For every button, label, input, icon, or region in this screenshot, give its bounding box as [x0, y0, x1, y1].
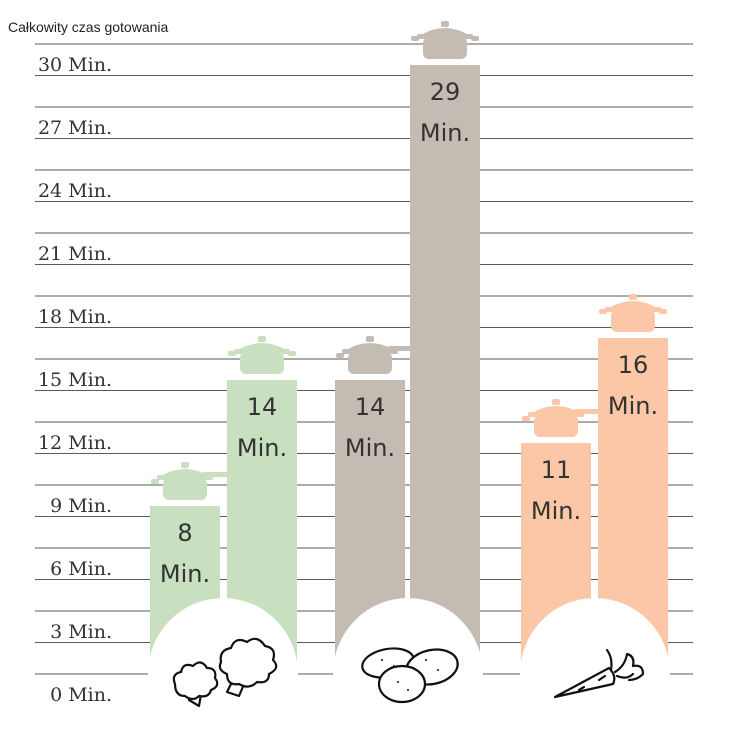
grid-lines [35, 43, 693, 675]
bar-value-label: 14 [247, 393, 278, 421]
y-tick-label: 18 Min. [38, 306, 112, 328]
bar-value-label: 29 [430, 78, 461, 106]
cooking-pot-icon [411, 21, 479, 59]
y-tick-label: 27 Min. [38, 117, 112, 139]
bar-unit-label: Min. [531, 497, 581, 525]
bar-unit-label: Min. [237, 434, 287, 462]
bar [410, 65, 480, 680]
y-tick-label: 12 Min. [38, 432, 112, 454]
broccoli-icon [172, 637, 278, 708]
bar-unit-label: Min. [160, 560, 210, 588]
pressure-cooker-icon [522, 399, 604, 437]
y-tick-label: 21 Min. [38, 243, 112, 265]
bar-value-label: 16 [618, 351, 649, 379]
potatoes-icon [361, 647, 459, 704]
bar-value-label: 11 [541, 456, 572, 484]
pressure-cooker-icon [151, 462, 233, 500]
y-axis-ticks: 0 Min. 3 Min. 6 Min. 9 Min. 12 Min. 15 Min. 18… [38, 54, 112, 706]
y-tick-label: 30 Min. [38, 54, 112, 76]
bar-unit-label: Min. [608, 392, 658, 420]
y-tick-label: 3 Min. [50, 621, 112, 643]
y-tick-label: 24 Min. [38, 180, 112, 202]
chart-title: Całkowity czas gotowania [8, 19, 169, 35]
y-tick-label: 9 Min. [50, 495, 112, 517]
bar-unit-label: Min. [345, 434, 395, 462]
y-tick-label: 15 Min. [38, 369, 112, 391]
bar-value-label: 14 [355, 393, 386, 421]
bar-group: 11 Min. 16 Min. [520, 294, 670, 730]
y-tick-label: 6 Min. [50, 558, 112, 580]
bar-group: 8 Min. 14 Min. [148, 336, 298, 730]
bar-unit-label: Min. [420, 119, 470, 147]
carrot-icon [553, 648, 645, 699]
cooking-pot-icon [228, 336, 296, 374]
bar-group: 14 Min. 29 Min. [333, 21, 483, 730]
bar-value-label: 8 [177, 519, 192, 547]
cooking-pot-icon [599, 294, 667, 332]
bars: 8 Min. 14 Min. 14 Min. 29 Min. 11 Min. 16 Min. [148, 21, 670, 730]
pressure-cooker-icon [336, 336, 418, 374]
y-tick-label: 0 Min. [50, 684, 112, 706]
